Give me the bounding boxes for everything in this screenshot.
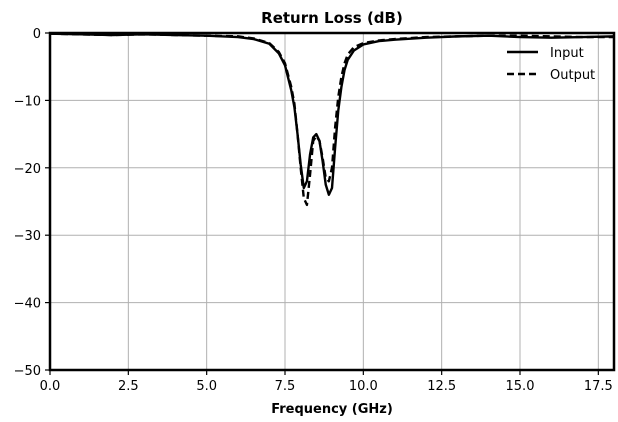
x-tick-label: 5.0 <box>196 379 217 394</box>
grid-lines <box>49 32 614 371</box>
x-tick-label: 15.0 <box>506 379 535 394</box>
y-tick-label: −50 <box>14 364 41 379</box>
series-lines <box>49 32 615 207</box>
chart-title: Return Loss (dB) <box>261 9 403 27</box>
y-tick-label: −30 <box>14 229 41 244</box>
y-tick-label: −40 <box>14 297 41 312</box>
legend: Input Output <box>507 46 595 83</box>
x-axis-label: Frequency (GHz) <box>271 402 393 417</box>
x-tick-label: 7.5 <box>275 379 296 394</box>
legend-label-output: Output <box>550 68 595 83</box>
y-tick-label: −20 <box>14 162 41 177</box>
x-tick-label: 2.5 <box>118 379 139 394</box>
x-tick-label: 12.5 <box>427 379 456 394</box>
x-tick-label: 17.5 <box>584 379 613 394</box>
legend-label-input: Input <box>550 46 584 61</box>
y-tick-label: −10 <box>14 94 41 109</box>
axis-ticks: 0.0 2.5 5.0 7.5 10.0 12.5 15.0 17.5 0 −10 −20 −30 −4… <box>14 27 613 394</box>
series-line-output <box>49 32 614 207</box>
plot-frame <box>48 31 616 372</box>
y-tick-label: 0 <box>33 27 41 42</box>
x-tick-label: 0.0 <box>40 379 61 394</box>
x-tick-label: 10.0 <box>349 379 378 394</box>
